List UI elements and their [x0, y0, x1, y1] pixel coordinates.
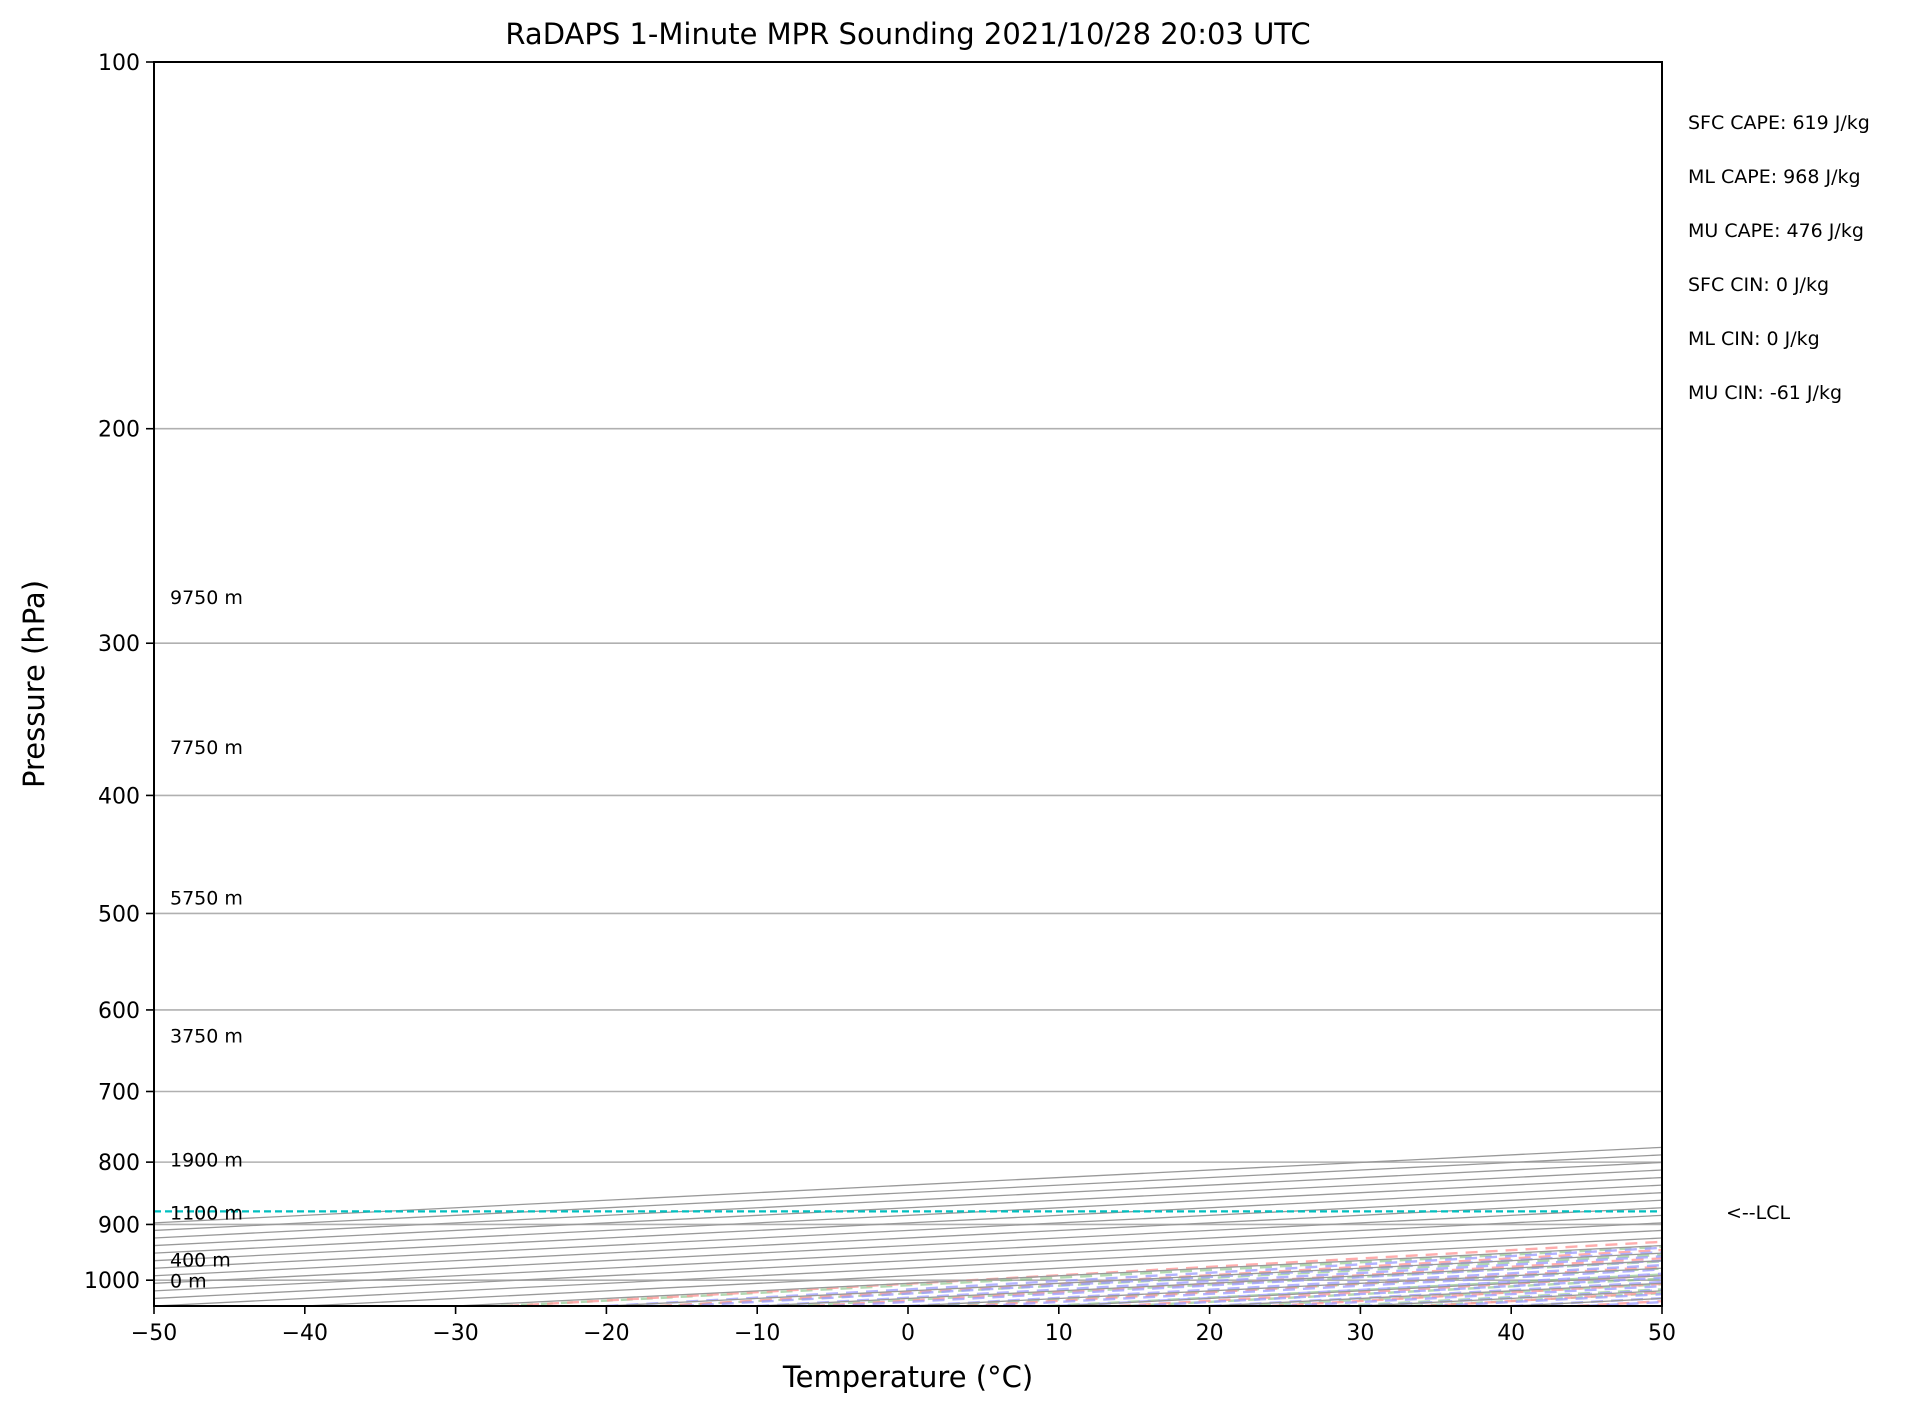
y-tick-label: 300: [98, 632, 140, 657]
stability-annotation: SFC CAPE: 619 J/kg: [1688, 112, 1870, 134]
y-tick-label: 900: [98, 1213, 140, 1238]
stability-annotation: SFC CIN: 0 J/kg: [1688, 274, 1829, 296]
y-axis-label: Pressure (hPa): [17, 580, 51, 788]
height-label: 1900 m: [170, 1149, 243, 1171]
x-tick-label: 30: [1346, 1321, 1374, 1346]
x-tick-label: 50: [1648, 1321, 1676, 1346]
y-tick-label: 500: [98, 902, 140, 927]
x-tick-label: 10: [1045, 1321, 1073, 1346]
height-labels: 9750 m 7750 m 5750 m 3750 m 1900 m 1100 m 400 …: [170, 587, 243, 1293]
stability-annotations: SFC CAPE: 619 J/kg ML CAPE: 968 J/kg MU CA…: [1688, 112, 1870, 404]
stability-annotation: ML CAPE: 968 J/kg: [1688, 166, 1861, 188]
x-tick-label: 20: [1196, 1321, 1224, 1346]
height-label: 1100 m: [170, 1203, 243, 1225]
y-axis-ticks: 100 200 300 400 500 600 700 800 900 1000: [84, 51, 154, 1294]
lcl-label: <--LCL: [1726, 1202, 1790, 1224]
y-tick-label: 400: [98, 784, 140, 809]
height-label: 0 m: [170, 1271, 207, 1293]
mixing-ratio-lines: [500, 1245, 1662, 1306]
height-label: 400 m: [170, 1250, 231, 1272]
x-axis-label: Temperature (°C): [782, 1360, 1033, 1394]
x-axis-ticks: −50 −40 −30 −20 −10 0 10 20 30 40 50: [131, 1306, 1676, 1346]
stability-annotation: MU CIN: -61 J/kg: [1688, 382, 1842, 404]
height-label: 9750 m: [170, 587, 243, 609]
chart-title: RaDAPS 1-Minute MPR Sounding 2021/10/28 …: [505, 17, 1310, 51]
mixing-ratio-line: [500, 1245, 1662, 1306]
x-tick-label: −20: [583, 1321, 629, 1346]
y-tick-label: 1000: [84, 1269, 140, 1294]
y-tick-label: 600: [98, 999, 140, 1024]
mixing-ratio-line: [658, 1253, 1662, 1306]
y-tick-label: 800: [98, 1151, 140, 1176]
y-tick-label: 100: [98, 51, 140, 76]
x-tick-label: −30: [432, 1321, 478, 1346]
height-label: 7750 m: [170, 737, 243, 759]
y-tick-label: 700: [98, 1080, 140, 1105]
x-tick-label: −10: [734, 1321, 780, 1346]
x-tick-label: 40: [1497, 1321, 1525, 1346]
plot-area: [154, 62, 1662, 1306]
height-label: 3750 m: [170, 1026, 243, 1048]
stability-annotation: ML CIN: 0 J/kg: [1688, 328, 1820, 350]
x-tick-label: −40: [282, 1321, 328, 1346]
y-tick-label: 200: [98, 418, 140, 443]
x-tick-label: 0: [901, 1321, 915, 1346]
stability-annotation: MU CAPE: 476 J/kg: [1688, 220, 1864, 242]
pressure-gridlines: [154, 62, 1662, 1281]
height-label: 5750 m: [170, 887, 243, 909]
x-tick-label: −50: [131, 1321, 177, 1346]
